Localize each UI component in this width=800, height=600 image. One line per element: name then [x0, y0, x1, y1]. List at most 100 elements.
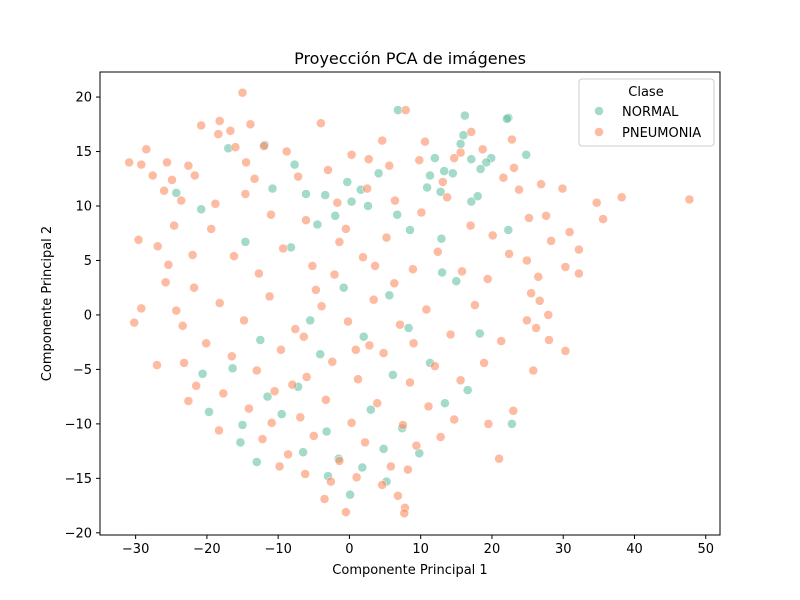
scatter-point-pneumonia	[152, 241, 163, 252]
scatter-point-pneumonia	[163, 260, 174, 270]
scatter-point-pneumonia	[389, 278, 400, 289]
scatter-point-normal	[276, 409, 287, 419]
scatter-point-pneumonia	[327, 357, 338, 367]
scatter-point-normal	[197, 369, 208, 379]
scatter-point-normal	[455, 139, 466, 149]
scatter-point-pneumonia	[377, 480, 387, 490]
scatter-point-pneumonia	[295, 412, 306, 423]
x-tick-label: 50	[697, 542, 714, 557]
scatter-point-pneumonia	[307, 261, 318, 271]
scatter-point-normal	[330, 211, 340, 221]
scatter-point-pneumonia	[239, 315, 249, 326]
scatter-point-pneumonia	[370, 261, 380, 271]
scatter-point-pneumonia	[301, 372, 312, 382]
scatter-point-normal	[196, 204, 206, 215]
scatter-point-pneumonia	[557, 183, 568, 194]
scatter-point-pneumonia	[403, 464, 413, 475]
scatter-point-pneumonia	[321, 395, 331, 405]
scatter-point-pneumonia	[522, 255, 532, 266]
scatter-point-normal	[252, 457, 262, 467]
scatter-point-pneumonia	[323, 165, 333, 175]
scatter-point-pneumonia	[616, 192, 627, 203]
scatter-point-pneumonia	[465, 220, 476, 231]
scatter-point-pneumonia	[507, 134, 517, 145]
scatter-point-pneumonia	[377, 135, 387, 146]
scatter-point-pneumonia	[531, 323, 541, 333]
scatter-point-normal	[475, 328, 485, 339]
scatter-point-pneumonia	[372, 398, 382, 408]
scatter-point-pneumonia	[152, 360, 162, 370]
legend-label-pneumonia: PNEUMONIA	[622, 126, 701, 141]
scatter-point-pneumonia	[536, 179, 546, 189]
chart-title: Proyección PCA de imágenes	[294, 49, 526, 68]
scatter-point-normal	[481, 157, 492, 168]
scatter-point-pneumonia	[457, 266, 467, 277]
scatter-point-pneumonia	[230, 142, 241, 152]
scatter-point-pneumonia	[343, 316, 353, 327]
scatter-point-pneumonia	[522, 315, 532, 326]
scatter-point-pneumonia	[353, 374, 363, 384]
scatter-point-pneumonia	[442, 192, 452, 203]
legend-marker-pneumonia	[594, 127, 604, 137]
scatter-point-normal	[301, 189, 311, 199]
scatter-point-pneumonia	[241, 157, 251, 168]
scatter-point-pneumonia	[479, 358, 489, 368]
scatter-point-pneumonia	[213, 129, 224, 139]
scatter-point-pneumonia	[189, 282, 199, 293]
scatter-point-normal	[392, 209, 402, 220]
scatter-point-pneumonia	[494, 453, 504, 464]
scatter-point-pneumonia	[252, 365, 262, 376]
scatter-point-pneumonia	[287, 379, 298, 390]
scatter-point-pneumonia	[477, 144, 488, 155]
scatter-point-pneumonia	[214, 116, 225, 126]
scatter-point-pneumonia	[423, 401, 434, 412]
scatter-point-pneumonia	[334, 237, 345, 247]
scatter-point-normal	[305, 315, 315, 326]
y-tick-label: 15	[75, 145, 92, 160]
scatter-point-normal	[286, 242, 296, 253]
y-tick-label: −5	[73, 363, 92, 378]
scatter-point-normal	[267, 183, 278, 194]
x-tick-label: 10	[412, 542, 429, 557]
scatter-point-pneumonia	[334, 456, 345, 466]
scatter-point-pneumonia	[290, 324, 301, 334]
scatter-point-normal	[315, 349, 325, 359]
scatter-point-pneumonia	[190, 170, 200, 181]
scatter-point-pneumonia	[177, 321, 188, 331]
scatter-point-pneumonia	[293, 171, 303, 182]
scatter-point-pneumonia	[329, 269, 340, 280]
y-tick-label: 10	[75, 199, 92, 214]
scatter-point-pneumonia	[398, 420, 408, 430]
scatter-point-pneumonia	[316, 301, 327, 311]
scatter-point-pneumonia	[136, 303, 147, 314]
scatter-point-pneumonia	[319, 494, 330, 504]
scatter-point-normal	[338, 282, 349, 293]
plot-frame	[99, 71, 721, 536]
scatter-point-pneumonia	[560, 262, 571, 272]
scatter-point-pneumonia	[227, 351, 237, 362]
axes-layer: −30 −20 −10 0 10 20 30 40 50 −20 −15 −10 −5 0 5 10 15 20	[65, 91, 714, 557]
scatter-point-pneumonia	[245, 119, 256, 130]
scatter-point-pneumonia	[191, 381, 201, 391]
scatter-point-pneumonia	[169, 220, 179, 231]
scatter-point-normal	[425, 170, 435, 181]
scatter-point-pneumonia	[214, 425, 224, 436]
scatter-point-normal	[373, 168, 384, 179]
scatter-point-normal	[321, 426, 332, 437]
scatter-point-normal	[405, 225, 415, 235]
y-tick-label: 5	[84, 254, 92, 269]
scatter-point-pneumonia	[504, 249, 514, 259]
scatter-point-pneumonia	[684, 194, 695, 205]
scatter-point-pneumonia	[430, 361, 440, 371]
scatter-point-pneumonia	[341, 507, 351, 517]
scatter-point-pneumonia	[237, 87, 248, 98]
scatter-point-pneumonia	[393, 491, 403, 501]
scatter-point-pneumonia	[162, 157, 172, 168]
scatter-point-pneumonia	[351, 472, 362, 483]
scatter-point-pneumonia	[266, 209, 276, 220]
scatter-point-pneumonia	[544, 335, 554, 345]
scatter-point-normal	[235, 437, 246, 448]
scatter-point-pneumonia	[254, 268, 264, 279]
scatter-point-pneumonia	[408, 264, 418, 274]
scatter-point-pneumonia	[341, 224, 351, 234]
